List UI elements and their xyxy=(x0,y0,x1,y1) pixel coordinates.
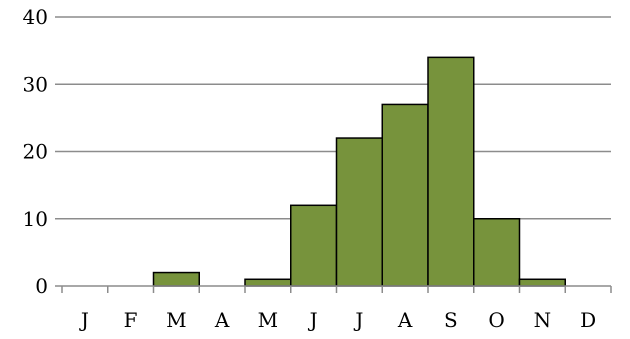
x-tick-label: F xyxy=(124,308,138,332)
x-tick-label: N xyxy=(534,308,552,332)
bar-5 xyxy=(290,204,338,287)
x-axis xyxy=(55,285,612,293)
bar-6 xyxy=(335,137,383,287)
bar-9 xyxy=(473,218,521,287)
x-tick-label: J xyxy=(353,308,363,332)
y-tick-label: 20 xyxy=(23,140,48,164)
bar-4 xyxy=(244,278,292,287)
bar-2 xyxy=(152,271,200,287)
x-tick-label: M xyxy=(258,308,278,332)
x-tick-label: D xyxy=(580,308,596,332)
y-tick-label: 10 xyxy=(23,207,48,231)
y-tick-label: 30 xyxy=(23,72,48,96)
bars xyxy=(152,56,566,287)
x-tick-label: A xyxy=(397,308,413,332)
y-tick-label: 40 xyxy=(23,5,48,29)
x-tick-label: O xyxy=(488,308,504,332)
x-tick-label: A xyxy=(214,308,230,332)
x-tick-label: J xyxy=(79,308,89,332)
x-tick-label: S xyxy=(444,308,458,332)
gridlines xyxy=(55,16,611,220)
bar-8 xyxy=(427,56,475,287)
bar-10 xyxy=(518,278,566,287)
x-tick-label: M xyxy=(166,308,186,332)
bar-7 xyxy=(381,103,429,287)
y-tick-label: 0 xyxy=(35,274,48,298)
x-tick-label: J xyxy=(308,308,318,332)
y-axis-tick-labels: 0 10 20 30 40 xyxy=(23,5,48,298)
